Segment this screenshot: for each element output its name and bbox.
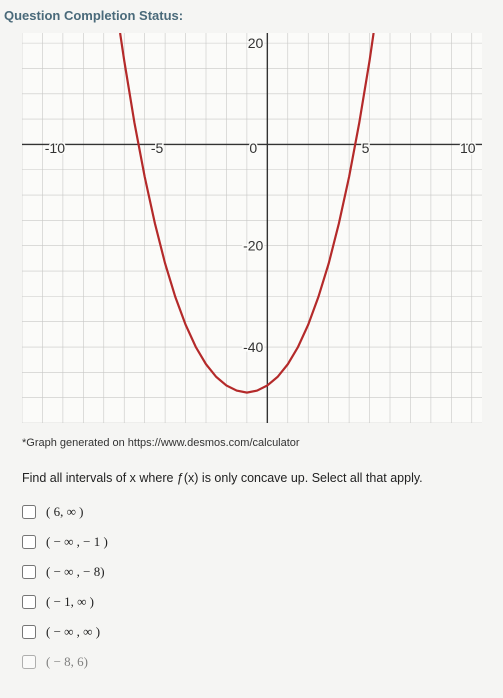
option-row: ( − ∞ , − 8) [22, 557, 481, 587]
graph-caption: *Graph generated on https://www.desmos.c… [0, 433, 503, 461]
option-checkbox[interactable] [22, 505, 36, 519]
option-row: ( − ∞ , − 1 ) [22, 527, 481, 557]
svg-text:-5: -5 [150, 140, 163, 156]
option-label: ( − ∞ , ∞ ) [46, 624, 100, 640]
option-checkbox[interactable] [22, 595, 36, 609]
svg-text:20: 20 [247, 35, 263, 51]
option-label: ( − 8, 6) [46, 654, 88, 670]
option-label: ( − ∞ , − 8) [46, 564, 105, 580]
option-label: ( − ∞ , − 1 ) [46, 534, 108, 550]
svg-text:-20: -20 [243, 238, 263, 254]
svg-text:5: 5 [361, 140, 369, 156]
option-checkbox[interactable] [22, 655, 36, 669]
option-row: ( − ∞ , ∞ ) [22, 617, 481, 647]
svg-text:10: 10 [459, 140, 475, 156]
option-label: ( − 1, ∞ ) [46, 594, 94, 610]
option-checkbox[interactable] [22, 565, 36, 579]
svg-text:0: 0 [249, 140, 257, 156]
completion-status-label: Question Completion Status: [0, 0, 503, 33]
option-row: ( − 1, ∞ ) [22, 587, 481, 617]
svg-text:-40: -40 [243, 339, 263, 355]
option-label: ( 6, ∞ ) [46, 504, 83, 520]
options-list: ( 6, ∞ ) ( − ∞ , − 1 ) ( − ∞ , − 8) ( − 1, … [0, 493, 503, 677]
svg-text:-10: -10 [44, 140, 64, 156]
option-checkbox[interactable] [22, 535, 36, 549]
option-checkbox[interactable] [22, 625, 36, 639]
question-prompt: Find all intervals of x where ƒ(x) is on… [0, 461, 503, 493]
option-row: ( − 8, 6) [22, 647, 481, 677]
graph-svg: -10 -5 0 5 10 20 -20 -40 [22, 33, 482, 423]
option-row: ( 6, ∞ ) [22, 497, 481, 527]
graph-chart: -10 -5 0 5 10 20 -20 -40 [22, 33, 482, 423]
